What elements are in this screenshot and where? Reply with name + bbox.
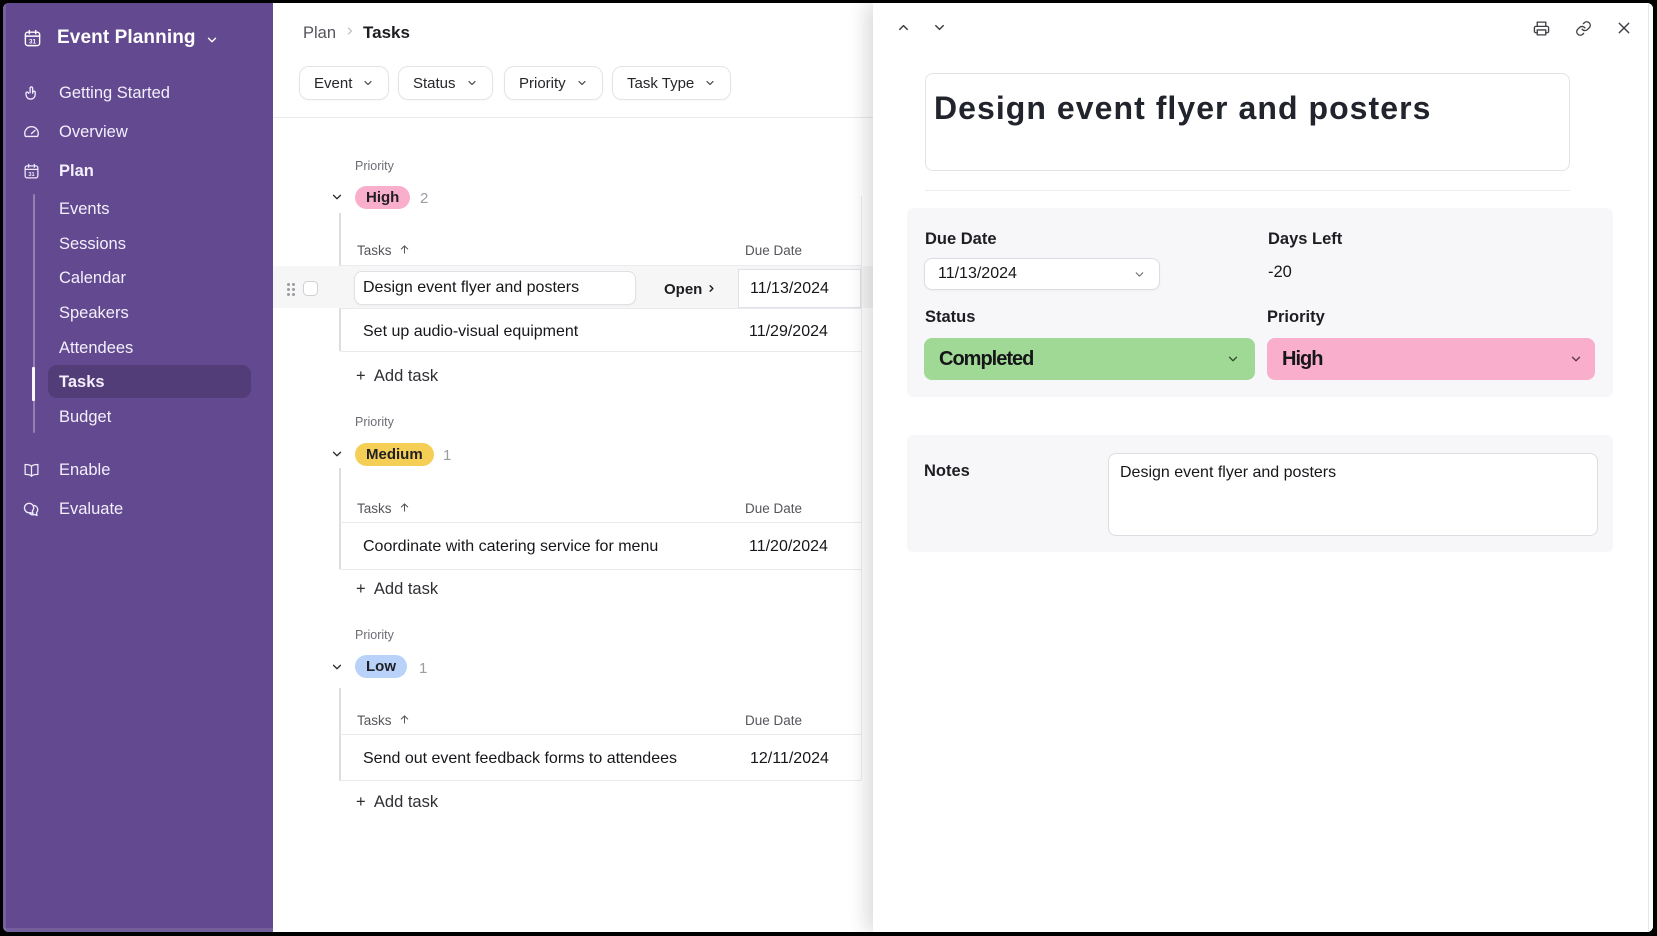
svg-text:31: 31 [28, 172, 34, 178]
svg-text:31: 31 [29, 38, 37, 45]
